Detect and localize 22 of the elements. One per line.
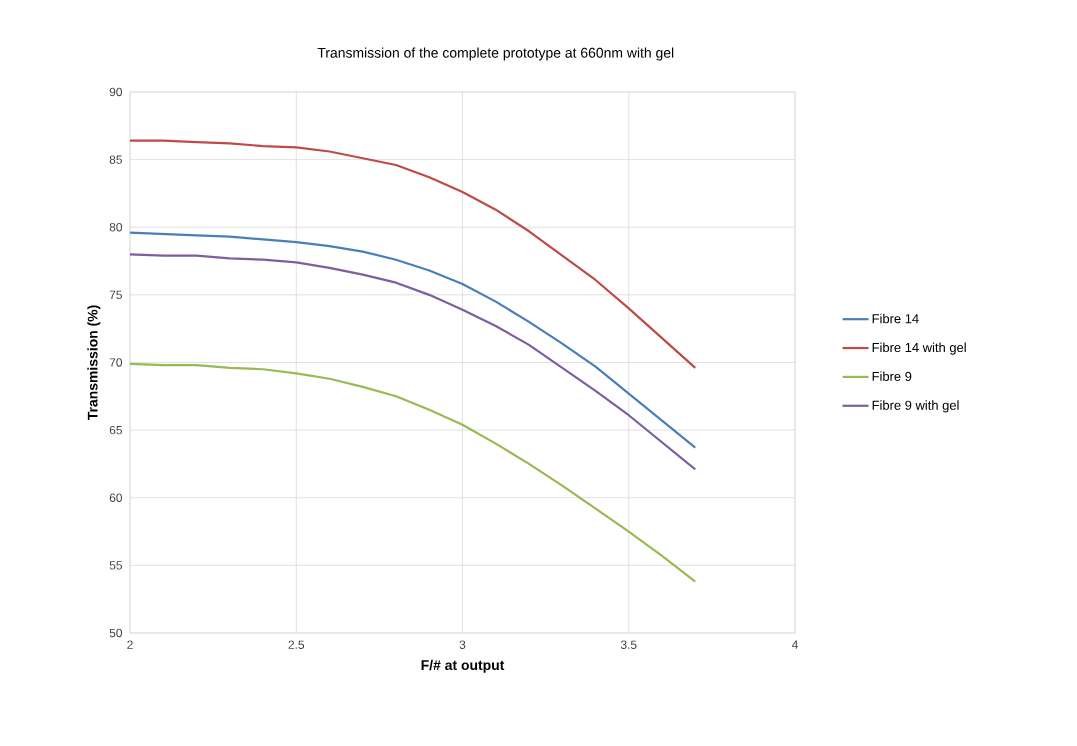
legend-label: Fibre 14 with gel (872, 342, 966, 355)
y-tick-label: 75 (109, 290, 122, 300)
y-tick-label: 80 (109, 223, 123, 232)
y-tick-label: 60 (109, 493, 123, 502)
x-tick-label: 2 (127, 640, 133, 649)
x-tick-label: 2.5 (288, 640, 305, 649)
x-tick-label: 4 (791, 640, 798, 649)
y-axis-title: Transmission (%) (87, 305, 101, 421)
y-tick-label: 50 (109, 628, 123, 638)
legend-label: Fibre 9 (872, 371, 912, 381)
y-tick-label: 70 (109, 358, 123, 367)
x-axis-title: F/# at output (421, 659, 505, 673)
legend-label: Fibre 14 (872, 313, 919, 324)
y-tick-label: 55 (109, 561, 122, 570)
chart-title: Transmission of the complete prototype at 660nm with gel (317, 47, 674, 61)
legend-label: Fibre 9 with gel (872, 400, 959, 413)
line-series (128, 139, 697, 369)
y-tick-label: 85 (109, 155, 122, 164)
y-tick-label: 65 (109, 425, 122, 435)
x-tick-label: 3.5 (620, 640, 637, 649)
y-tick-label: 90 (109, 87, 123, 97)
x-tick-label: 3 (459, 640, 466, 649)
